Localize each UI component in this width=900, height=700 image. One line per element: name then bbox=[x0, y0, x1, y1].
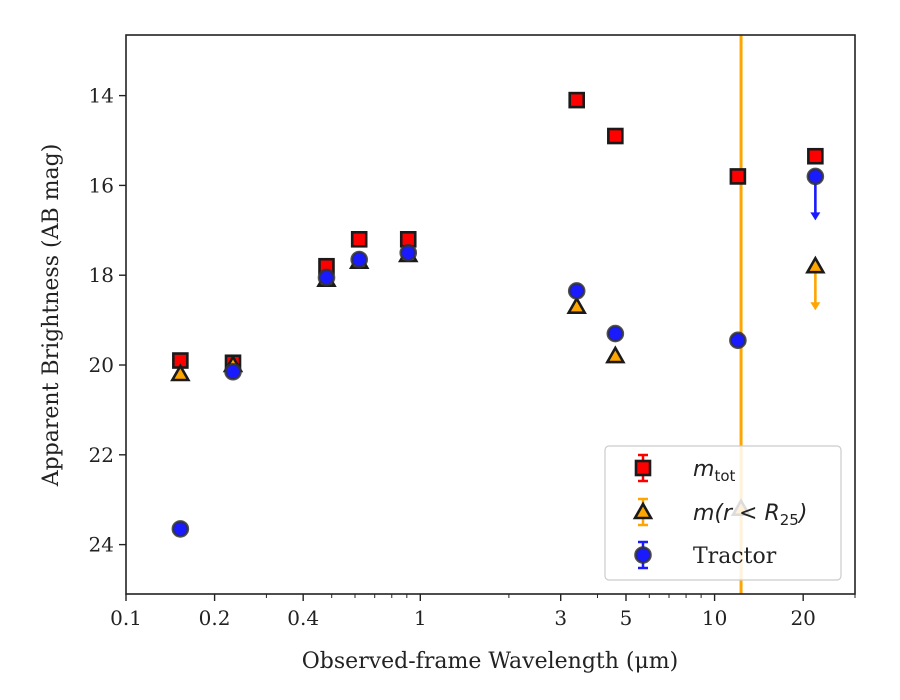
triangle-marker bbox=[566, 296, 587, 314]
x-tick-label: 1 bbox=[414, 606, 427, 630]
y-tick-label: 20 bbox=[89, 353, 114, 377]
data-point bbox=[806, 167, 825, 186]
data-point bbox=[566, 296, 587, 314]
x-tick-label: 3 bbox=[554, 606, 567, 630]
triangle-marker bbox=[170, 363, 191, 382]
data-point bbox=[317, 268, 336, 287]
data-point bbox=[224, 362, 242, 381]
x-tick-label: 10 bbox=[702, 606, 727, 630]
legend-marker bbox=[634, 546, 652, 564]
data-point bbox=[605, 345, 626, 364]
data-point bbox=[606, 324, 625, 343]
y-tick-label: 18 bbox=[89, 263, 114, 287]
y-tick-label: 22 bbox=[89, 443, 114, 467]
data-point bbox=[567, 282, 586, 300]
legend-label: Tractor bbox=[693, 544, 777, 569]
upper-limit-arrowhead bbox=[810, 212, 821, 221]
series-circle bbox=[171, 167, 825, 538]
plot-frame bbox=[125, 34, 856, 595]
data-point bbox=[170, 363, 191, 382]
legend-label: m(r < R25) bbox=[693, 501, 807, 529]
data-point bbox=[607, 127, 624, 145]
x-axis-label: Observed-frame Wavelength (μm) bbox=[302, 649, 678, 674]
legend-box bbox=[604, 445, 842, 581]
data-point bbox=[171, 520, 190, 538]
triangle-marker bbox=[805, 255, 826, 274]
legend-marker bbox=[632, 501, 654, 520]
x-tick-label: 20 bbox=[790, 606, 815, 630]
y-axis-label: Apparent Brightness (AB mag) bbox=[39, 144, 64, 488]
y-tick-label: 16 bbox=[89, 173, 114, 197]
y-tick-label: 14 bbox=[89, 84, 114, 108]
y-tick-label: 24 bbox=[89, 533, 114, 557]
data-point bbox=[729, 168, 747, 185]
legend: mtot m(r < R25) Tractor bbox=[604, 445, 842, 581]
data-point bbox=[807, 147, 824, 165]
x-tick-label: 0.4 bbox=[287, 606, 319, 630]
x-tick-label: 0.2 bbox=[199, 606, 231, 630]
x-axis: 0.1 0.2 0.4 1 3 5 10 20 bbox=[110, 594, 856, 630]
data-point bbox=[350, 230, 368, 248]
x-tick-label: 0.1 bbox=[110, 606, 142, 630]
data-point bbox=[350, 250, 368, 269]
triangle-marker bbox=[605, 345, 626, 364]
upper-limit-arrowhead bbox=[810, 302, 821, 311]
data-point bbox=[568, 91, 586, 109]
data-point bbox=[805, 255, 826, 274]
data-point bbox=[399, 243, 418, 262]
marks-layer bbox=[170, 91, 826, 538]
x-tick-label: 5 bbox=[620, 606, 633, 630]
legend-marker bbox=[634, 459, 652, 477]
y-axis: 14 16 18 20 22 24 bbox=[89, 84, 126, 557]
legend-label: mtot bbox=[693, 457, 735, 485]
triangle-marker bbox=[632, 501, 654, 520]
data-point bbox=[729, 331, 747, 350]
